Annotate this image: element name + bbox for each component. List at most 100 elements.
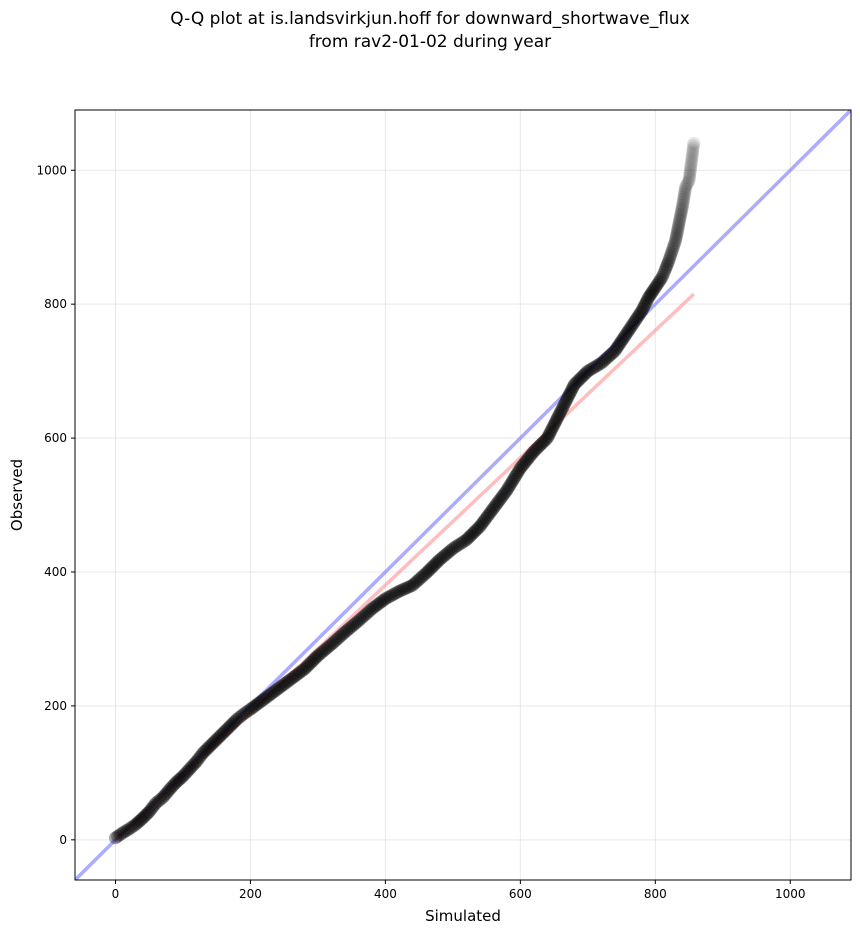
- qq-point: [294, 665, 308, 679]
- qq-point: [623, 322, 637, 336]
- qq-point: [684, 159, 698, 173]
- qq-point: [565, 382, 579, 396]
- qq-point: [284, 672, 298, 686]
- qq-point: [501, 481, 515, 495]
- qq-point: [686, 141, 700, 155]
- qq-point: [508, 470, 522, 484]
- chart-title-line-2: from rav2-01-02 during year: [308, 32, 552, 52]
- qq-point: [555, 402, 569, 416]
- qq-point: [247, 699, 261, 713]
- qq-point: [417, 568, 431, 582]
- qq-point: [486, 501, 500, 515]
- qq-point: [477, 513, 491, 527]
- qq-point: [346, 619, 360, 633]
- qq-point: [672, 217, 686, 231]
- qq-point: [432, 553, 446, 567]
- qq-point: [558, 395, 572, 409]
- qq-point: [678, 183, 692, 197]
- qq-point: [612, 338, 626, 352]
- qq-point: [365, 602, 379, 616]
- qq-point: [419, 566, 433, 580]
- qq-point: [203, 739, 217, 753]
- qq-point: [569, 376, 583, 390]
- qq-point: [553, 407, 567, 421]
- qq-point: [132, 814, 146, 828]
- qq-point: [674, 205, 688, 219]
- qq-point: [656, 268, 670, 282]
- qq-point: [276, 678, 290, 692]
- qq-point: [178, 767, 192, 781]
- qq-point: [642, 290, 656, 304]
- qq-point: [151, 794, 165, 808]
- qq-point: [270, 682, 284, 696]
- qq-point: [492, 493, 506, 507]
- qq-point: [657, 265, 671, 279]
- qq-point: [600, 351, 614, 365]
- qq-point: [611, 340, 625, 354]
- qq-point: [205, 737, 219, 751]
- qq-point: [654, 272, 668, 286]
- qq-point: [139, 808, 153, 822]
- qq-point: [549, 413, 563, 427]
- qq-point: [427, 558, 441, 572]
- qq-point: [278, 676, 292, 690]
- qq-point: [237, 707, 251, 721]
- qq-point: [590, 359, 604, 373]
- qq-point: [552, 409, 566, 423]
- qq-point: [483, 505, 497, 519]
- qq-point: [683, 166, 697, 180]
- qq-point: [619, 328, 633, 342]
- qq-point: [407, 577, 421, 591]
- qq-point: [515, 459, 529, 473]
- qq-point: [522, 450, 536, 464]
- y-axis-label: Observed: [8, 459, 26, 531]
- qq-point: [299, 660, 313, 674]
- plot-frame: [74, 109, 852, 881]
- qq-point: [668, 236, 682, 250]
- qq-point: [679, 180, 693, 194]
- qq-point: [596, 354, 610, 368]
- qq-point: [680, 178, 694, 192]
- grid-lines: [75, 110, 851, 880]
- qq-point: [628, 314, 642, 328]
- qq-point: [188, 756, 202, 770]
- qq-point: [639, 295, 653, 309]
- qq-point: [371, 598, 385, 612]
- qq-point: [295, 664, 309, 678]
- qq-point: [608, 344, 622, 358]
- qq-point: [509, 468, 523, 482]
- qq-point: [153, 792, 167, 806]
- qq-point: [274, 679, 288, 693]
- qq-point: [674, 207, 688, 221]
- qq-point: [576, 369, 590, 383]
- qq-point: [359, 607, 373, 621]
- qq-point: [263, 688, 277, 702]
- qq-point: [232, 711, 246, 725]
- qq-point: [651, 276, 665, 290]
- qq-point: [208, 734, 222, 748]
- qq-point: [255, 694, 269, 708]
- qq-point: [604, 347, 618, 361]
- qq-point: [381, 591, 395, 605]
- qq-point: [648, 280, 662, 294]
- qq-point: [650, 278, 664, 292]
- qq-point: [647, 282, 661, 296]
- qq-point: [461, 531, 475, 545]
- qq-point: [122, 822, 136, 836]
- qq-point: [326, 636, 340, 650]
- qq-point: [616, 332, 630, 346]
- qq-point: [321, 641, 335, 655]
- qq-point: [638, 297, 652, 311]
- qq-point: [142, 805, 156, 819]
- qq-point: [577, 367, 591, 381]
- qq-point: [543, 427, 557, 441]
- qq-point: [503, 479, 517, 493]
- qq-point: [491, 495, 505, 509]
- qq-point: [556, 400, 570, 414]
- qq-point: [302, 657, 316, 671]
- qq-point: [625, 318, 639, 332]
- qq-point: [615, 334, 629, 348]
- qq-point: [562, 389, 576, 403]
- qq-point: [424, 561, 438, 575]
- qq-point: [459, 533, 473, 547]
